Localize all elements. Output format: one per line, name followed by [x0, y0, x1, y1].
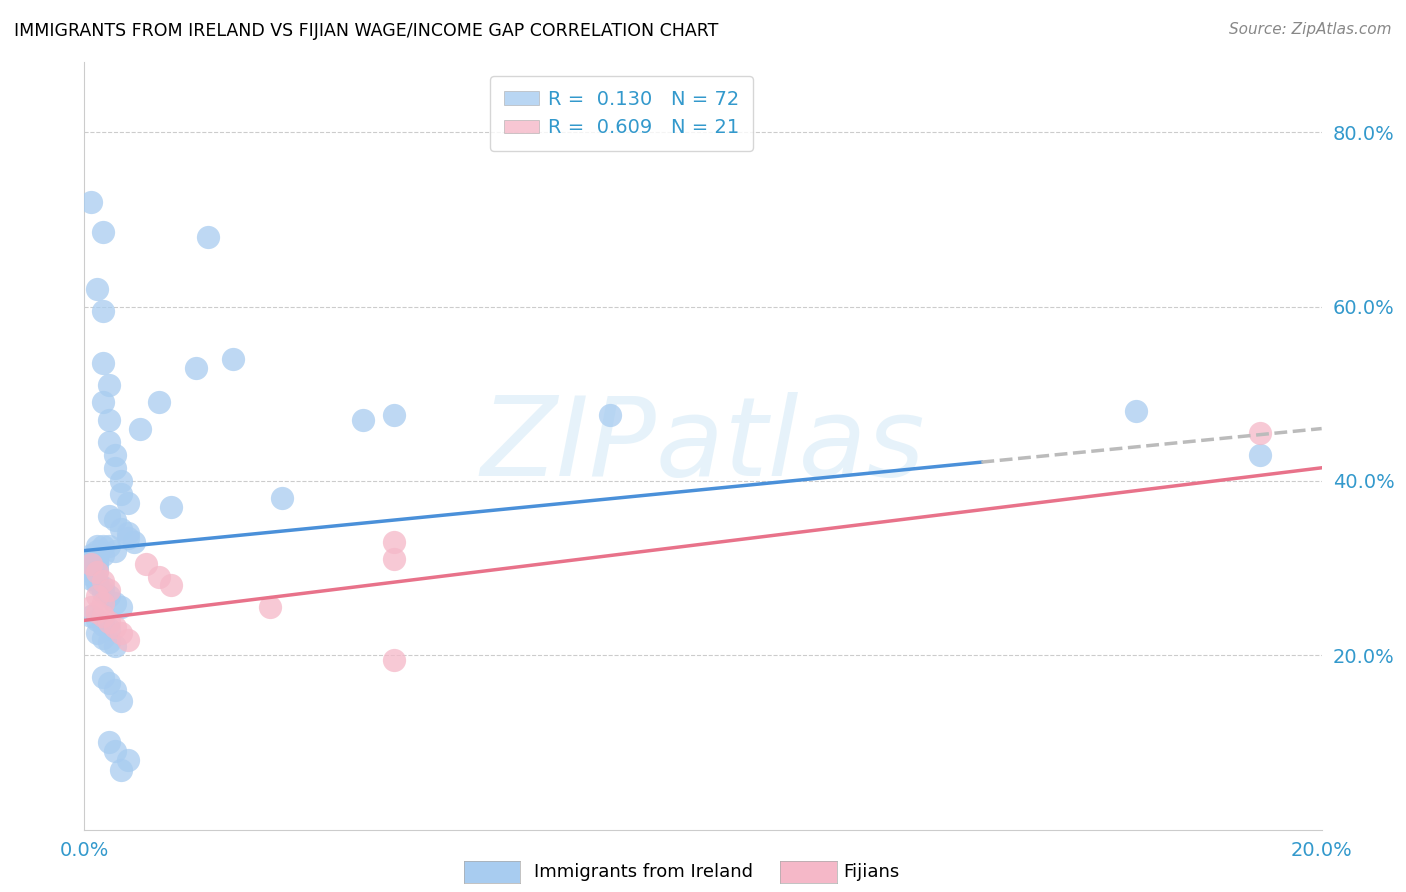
Point	[160, 500, 183, 514]
Point	[271, 491, 294, 506]
Point	[91, 609, 114, 624]
Point	[110, 625, 132, 640]
Point	[104, 596, 127, 610]
Point	[259, 600, 281, 615]
Point	[1125, 404, 1147, 418]
Point	[222, 351, 245, 366]
Point	[129, 421, 152, 435]
Point	[104, 744, 127, 758]
Point	[110, 474, 132, 488]
Text: ZIPatlas: ZIPatlas	[481, 392, 925, 500]
Point	[148, 570, 170, 584]
Point	[86, 566, 108, 580]
Point	[98, 539, 121, 553]
Point	[117, 496, 139, 510]
Point	[86, 574, 108, 588]
Point	[117, 531, 139, 545]
Point	[91, 617, 114, 632]
Point	[599, 409, 621, 423]
Point	[135, 557, 157, 571]
Legend: R =  0.130   N = 72, R =  0.609   N = 21: R = 0.130 N = 72, R = 0.609 N = 21	[491, 76, 754, 151]
Point	[79, 548, 101, 562]
Point	[104, 683, 127, 698]
Point	[122, 534, 145, 549]
Point	[117, 753, 139, 767]
Point	[79, 552, 101, 566]
Point	[91, 670, 114, 684]
Point	[91, 548, 114, 562]
Point	[160, 578, 183, 592]
Point	[110, 764, 132, 778]
Point	[79, 568, 101, 582]
Point	[91, 580, 114, 594]
Point	[104, 448, 127, 462]
Point	[98, 676, 121, 690]
Point	[110, 600, 132, 615]
Point	[86, 558, 108, 573]
Text: Immigrants from Ireland: Immigrants from Ireland	[534, 863, 754, 881]
Point	[110, 522, 132, 536]
Point	[98, 582, 121, 597]
Point	[117, 526, 139, 541]
Point	[98, 635, 121, 649]
Point	[104, 543, 127, 558]
Point	[110, 693, 132, 707]
Point	[79, 609, 101, 624]
Point	[98, 508, 121, 523]
Point	[104, 513, 127, 527]
Point	[98, 378, 121, 392]
Point	[91, 226, 114, 240]
Point	[148, 395, 170, 409]
Point	[91, 574, 114, 588]
Point	[382, 534, 405, 549]
Point	[79, 572, 101, 586]
Point	[86, 605, 108, 619]
Point	[86, 552, 108, 566]
Point	[382, 552, 405, 566]
Point	[91, 631, 114, 645]
Point	[79, 600, 101, 615]
Point	[110, 487, 132, 501]
Point	[79, 194, 101, 209]
Point	[86, 554, 108, 568]
Point	[91, 596, 114, 610]
Point	[86, 282, 108, 296]
Point	[117, 632, 139, 647]
Point	[86, 576, 108, 591]
Point	[86, 543, 108, 558]
Text: Fijians: Fijians	[844, 863, 900, 881]
Point	[98, 589, 121, 603]
Point	[352, 413, 374, 427]
Point	[98, 622, 121, 636]
Point	[79, 566, 101, 580]
Point	[91, 356, 114, 370]
Point	[98, 413, 121, 427]
Point	[382, 652, 405, 666]
Point	[86, 539, 108, 553]
Point	[86, 626, 108, 640]
Point	[86, 589, 108, 603]
Point	[98, 615, 121, 629]
Point	[91, 395, 114, 409]
Point	[184, 360, 207, 375]
Point	[1249, 448, 1271, 462]
Point	[197, 229, 219, 244]
Point	[104, 640, 127, 654]
Point	[98, 434, 121, 449]
Point	[91, 585, 114, 599]
Point	[104, 460, 127, 475]
Point	[86, 563, 108, 577]
Point	[98, 735, 121, 749]
Point	[91, 304, 114, 318]
Point	[79, 561, 101, 575]
Point	[91, 539, 114, 553]
Text: Source: ZipAtlas.com: Source: ZipAtlas.com	[1229, 22, 1392, 37]
Point	[104, 620, 127, 634]
Point	[86, 613, 108, 627]
Text: IMMIGRANTS FROM IRELAND VS FIJIAN WAGE/INCOME GAP CORRELATION CHART: IMMIGRANTS FROM IRELAND VS FIJIAN WAGE/I…	[14, 22, 718, 40]
Point	[1249, 425, 1271, 440]
Point	[79, 557, 101, 571]
Point	[79, 557, 101, 571]
Point	[382, 409, 405, 423]
